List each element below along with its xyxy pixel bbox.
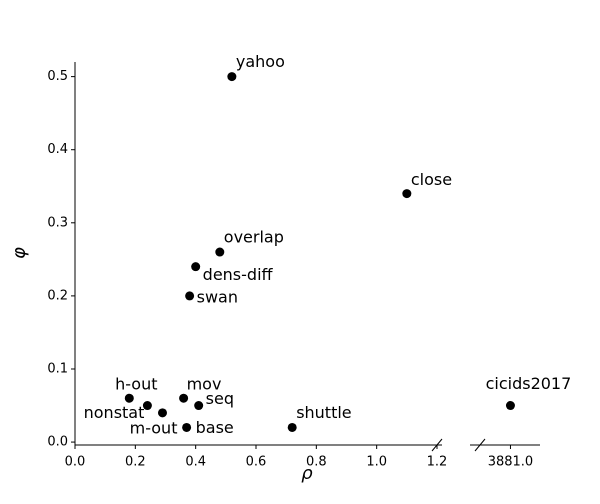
- y-tick-label: 0.4: [47, 142, 68, 157]
- point: [402, 189, 412, 199]
- point-label: shuttle: [296, 403, 351, 422]
- point-label: overlap: [224, 228, 284, 247]
- x-tick-label: 1.0: [366, 455, 387, 470]
- y-tick-label: 0.3: [47, 215, 68, 230]
- point-label: cicids2017: [486, 374, 572, 393]
- point-label: nonstat: [84, 403, 145, 422]
- point-label: seq: [206, 389, 234, 408]
- point: [157, 408, 167, 418]
- point: [182, 422, 192, 432]
- point: [142, 401, 152, 411]
- x-tick-label: 0.4: [185, 455, 206, 470]
- point: [194, 401, 204, 411]
- x-tick-label: 0.2: [125, 455, 146, 470]
- point-label: h-out: [115, 375, 157, 394]
- y-tick-label: 0.1: [47, 361, 68, 376]
- point: [505, 401, 515, 411]
- point: [215, 247, 225, 257]
- point: [185, 291, 195, 301]
- point: [191, 262, 201, 272]
- point-label: yahoo: [236, 52, 285, 71]
- x-tick-label: 1.2: [427, 455, 448, 470]
- point: [179, 393, 189, 403]
- point-label: m-out: [130, 418, 178, 437]
- x-tick-label: 0.8: [306, 455, 327, 470]
- point-label: dens-diff: [203, 265, 274, 284]
- axis-break: [474, 438, 486, 452]
- x-tick-label: 3881.0: [488, 455, 534, 470]
- point-label: close: [411, 170, 452, 189]
- point-label: mov: [187, 375, 222, 394]
- x-tick-label: 0.6: [246, 455, 267, 470]
- point-label: swan: [197, 287, 238, 306]
- y-tick-label: 0.2: [47, 288, 68, 303]
- point-label: base: [196, 418, 234, 437]
- y-tick-label: 0.0: [47, 435, 68, 450]
- x-axis-label: ρ: [301, 463, 313, 484]
- point: [227, 72, 237, 82]
- point: [124, 393, 134, 403]
- y-tick-label: 0.5: [47, 69, 68, 84]
- x-tick-label: 0.0: [65, 455, 86, 470]
- y-axis-label: φ: [9, 247, 30, 259]
- point: [287, 422, 297, 432]
